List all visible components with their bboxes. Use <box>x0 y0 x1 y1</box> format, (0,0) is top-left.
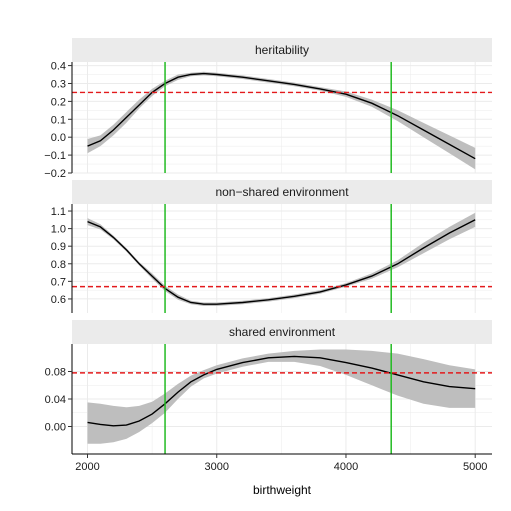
y-tick-label: 1.0 <box>51 224 66 236</box>
panel-strip <box>72 38 492 62</box>
y-tick-label: 0.7 <box>51 276 66 288</box>
panel-strip <box>72 180 492 204</box>
estimate-line <box>87 72 476 160</box>
x-tick-label: 4000 <box>334 461 358 473</box>
y-tick-label: 0.0 <box>51 132 66 144</box>
y-tick-label: −0.2 <box>44 168 66 180</box>
panel-strip <box>72 320 492 344</box>
y-tick-label: 0.3 <box>51 78 66 90</box>
panel-title: shared environment <box>229 325 336 339</box>
x-tick-label: 3000 <box>204 461 228 473</box>
y-tick-label: −0.1 <box>44 150 66 162</box>
y-tick-label: 0.4 <box>51 61 66 73</box>
y-tick-label: 0.2 <box>51 96 66 108</box>
y-tick-label: 0.1 <box>51 114 66 126</box>
panel-3: shared environment 0.00 0.04 0.08 <box>45 320 492 455</box>
x-axis-title: birthweight <box>253 483 312 497</box>
y-tick-label: 0.08 <box>45 367 66 379</box>
x-axis: 2000 3000 4000 5000 <box>75 454 487 473</box>
x-tick-label: 2000 <box>75 461 99 473</box>
panel-1: heritability −0.2 −0.1 0.0 0.1 0.2 0.3 0.4 <box>44 38 492 180</box>
estimate-line <box>87 355 476 427</box>
x-tick-label: 5000 <box>463 461 487 473</box>
y-tick-label: 0.8 <box>51 259 66 271</box>
y-tick-label: 0.9 <box>51 241 66 253</box>
estimate-line <box>87 219 476 305</box>
y-tick-label: 0.6 <box>51 294 66 306</box>
confidence-band <box>87 71 476 170</box>
panel-title: non−shared environment <box>215 185 349 199</box>
y-tick-label: 0.00 <box>45 422 66 434</box>
panel-2: non−shared environment 0.6 0.7 0.8 0.9 1.0 1.1 <box>51 180 492 313</box>
y-tick-label: 1.1 <box>51 206 66 218</box>
panel-title: heritability <box>255 43 309 57</box>
y-tick-label: 0.04 <box>45 394 66 406</box>
